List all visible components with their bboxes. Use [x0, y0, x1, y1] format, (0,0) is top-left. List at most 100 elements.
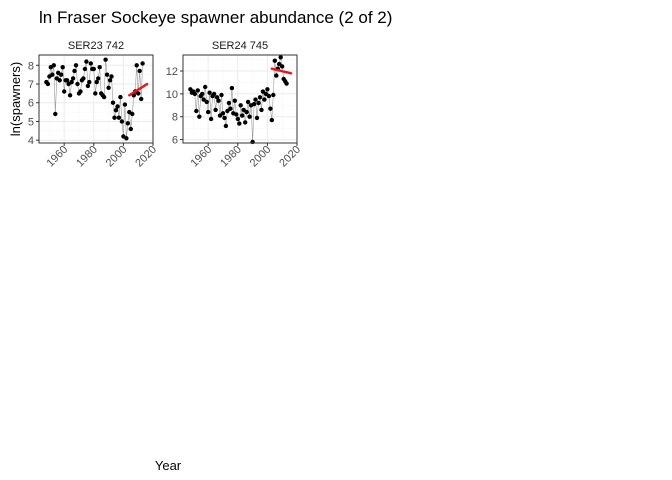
data-point — [72, 68, 77, 74]
x-tick-label: 1980 — [74, 144, 100, 170]
data-point — [266, 93, 272, 99]
data-point — [109, 74, 114, 79]
y-axis-title: ln(spawners) — [8, 62, 23, 136]
data-point — [101, 94, 107, 100]
data-point — [229, 85, 235, 91]
series-line — [46, 59, 143, 139]
data-point — [257, 95, 263, 100]
data-point — [280, 64, 285, 69]
data-point — [82, 66, 88, 72]
data-point — [50, 72, 55, 77]
data-point — [208, 116, 214, 122]
data-point — [61, 89, 67, 94]
data-point — [188, 87, 193, 92]
x-tick-label: 2000 — [104, 144, 130, 170]
data-point — [260, 89, 266, 94]
data-point — [222, 115, 227, 121]
y-tick-label: 6 — [28, 98, 34, 110]
data-point — [253, 97, 258, 102]
data-point — [256, 100, 261, 106]
y-tick-label: 8 — [28, 60, 34, 72]
data-point — [137, 68, 142, 74]
data-point — [118, 94, 123, 100]
data-point — [115, 104, 120, 109]
data-point — [88, 61, 94, 66]
y-tick-label: 5 — [28, 116, 34, 128]
data-point — [254, 115, 260, 121]
trend-line — [270, 67, 293, 75]
data-point — [113, 108, 119, 113]
data-point — [81, 76, 86, 81]
data-point — [219, 92, 224, 98]
data-point — [226, 100, 232, 106]
data-point — [112, 115, 117, 120]
data-point — [53, 111, 58, 117]
data-point — [262, 97, 267, 102]
data-point — [211, 91, 217, 97]
data-point — [197, 114, 202, 119]
data-point — [204, 99, 209, 105]
data-point — [272, 58, 277, 63]
plot-title: ln Fraser Sockeye spawner abundance (2 o… — [39, 8, 392, 27]
data-point — [277, 61, 282, 67]
data-point — [96, 76, 101, 81]
data-point — [59, 72, 64, 77]
data-point — [206, 109, 211, 115]
y-tick-label: 6 — [172, 135, 178, 147]
data-point — [128, 126, 133, 132]
x-tick-label: 1960 — [188, 144, 214, 170]
data-point — [203, 84, 208, 90]
data-point — [245, 99, 251, 105]
data-point — [274, 73, 279, 78]
data-point — [207, 90, 212, 95]
data-point — [110, 100, 116, 105]
y-tick-label: 4 — [28, 135, 34, 147]
data-point — [251, 101, 257, 107]
data-point — [87, 79, 92, 85]
panel-border — [182, 54, 298, 144]
data-point — [234, 112, 239, 117]
data-point — [237, 121, 242, 126]
data-point — [201, 97, 206, 102]
data-point — [78, 89, 83, 94]
x-tick-label: 1960 — [44, 144, 70, 170]
data-point — [192, 91, 197, 97]
facet-panel-1: SER23 742 4 5 6 7 8 1960 1980 2000 2020 — [28, 40, 159, 169]
x-axis-title: Year — [155, 458, 182, 473]
data-point — [124, 136, 129, 141]
data-point — [194, 108, 199, 114]
y-tick-label: 10 — [166, 89, 178, 101]
data-point — [130, 111, 135, 117]
data-point — [284, 81, 289, 86]
panel-border — [38, 54, 154, 144]
data-point — [134, 63, 139, 68]
data-point — [139, 96, 144, 102]
data-point — [97, 65, 102, 70]
data-point — [228, 106, 233, 111]
x-tick-label: 2020 — [277, 144, 303, 170]
data-point — [91, 66, 97, 72]
data-point — [73, 63, 79, 68]
data-point — [64, 78, 70, 83]
data-point — [116, 115, 122, 120]
data-point — [70, 76, 76, 81]
data-point — [220, 111, 226, 116]
y-tick-label: 7 — [28, 79, 34, 91]
data-point — [93, 91, 98, 96]
data-point — [268, 106, 273, 111]
x-tick-label: 2020 — [133, 144, 159, 170]
data-point — [104, 72, 110, 77]
data-point — [85, 83, 91, 89]
data-point — [240, 113, 245, 118]
data-point — [122, 102, 128, 107]
data-point — [107, 78, 113, 83]
data-point — [140, 61, 145, 66]
data-point — [232, 98, 237, 103]
data-point — [271, 92, 276, 98]
facet-strip-label: SER23 742 — [68, 40, 124, 52]
data-point — [225, 108, 230, 114]
data-point — [214, 95, 220, 100]
data-point — [235, 116, 240, 122]
